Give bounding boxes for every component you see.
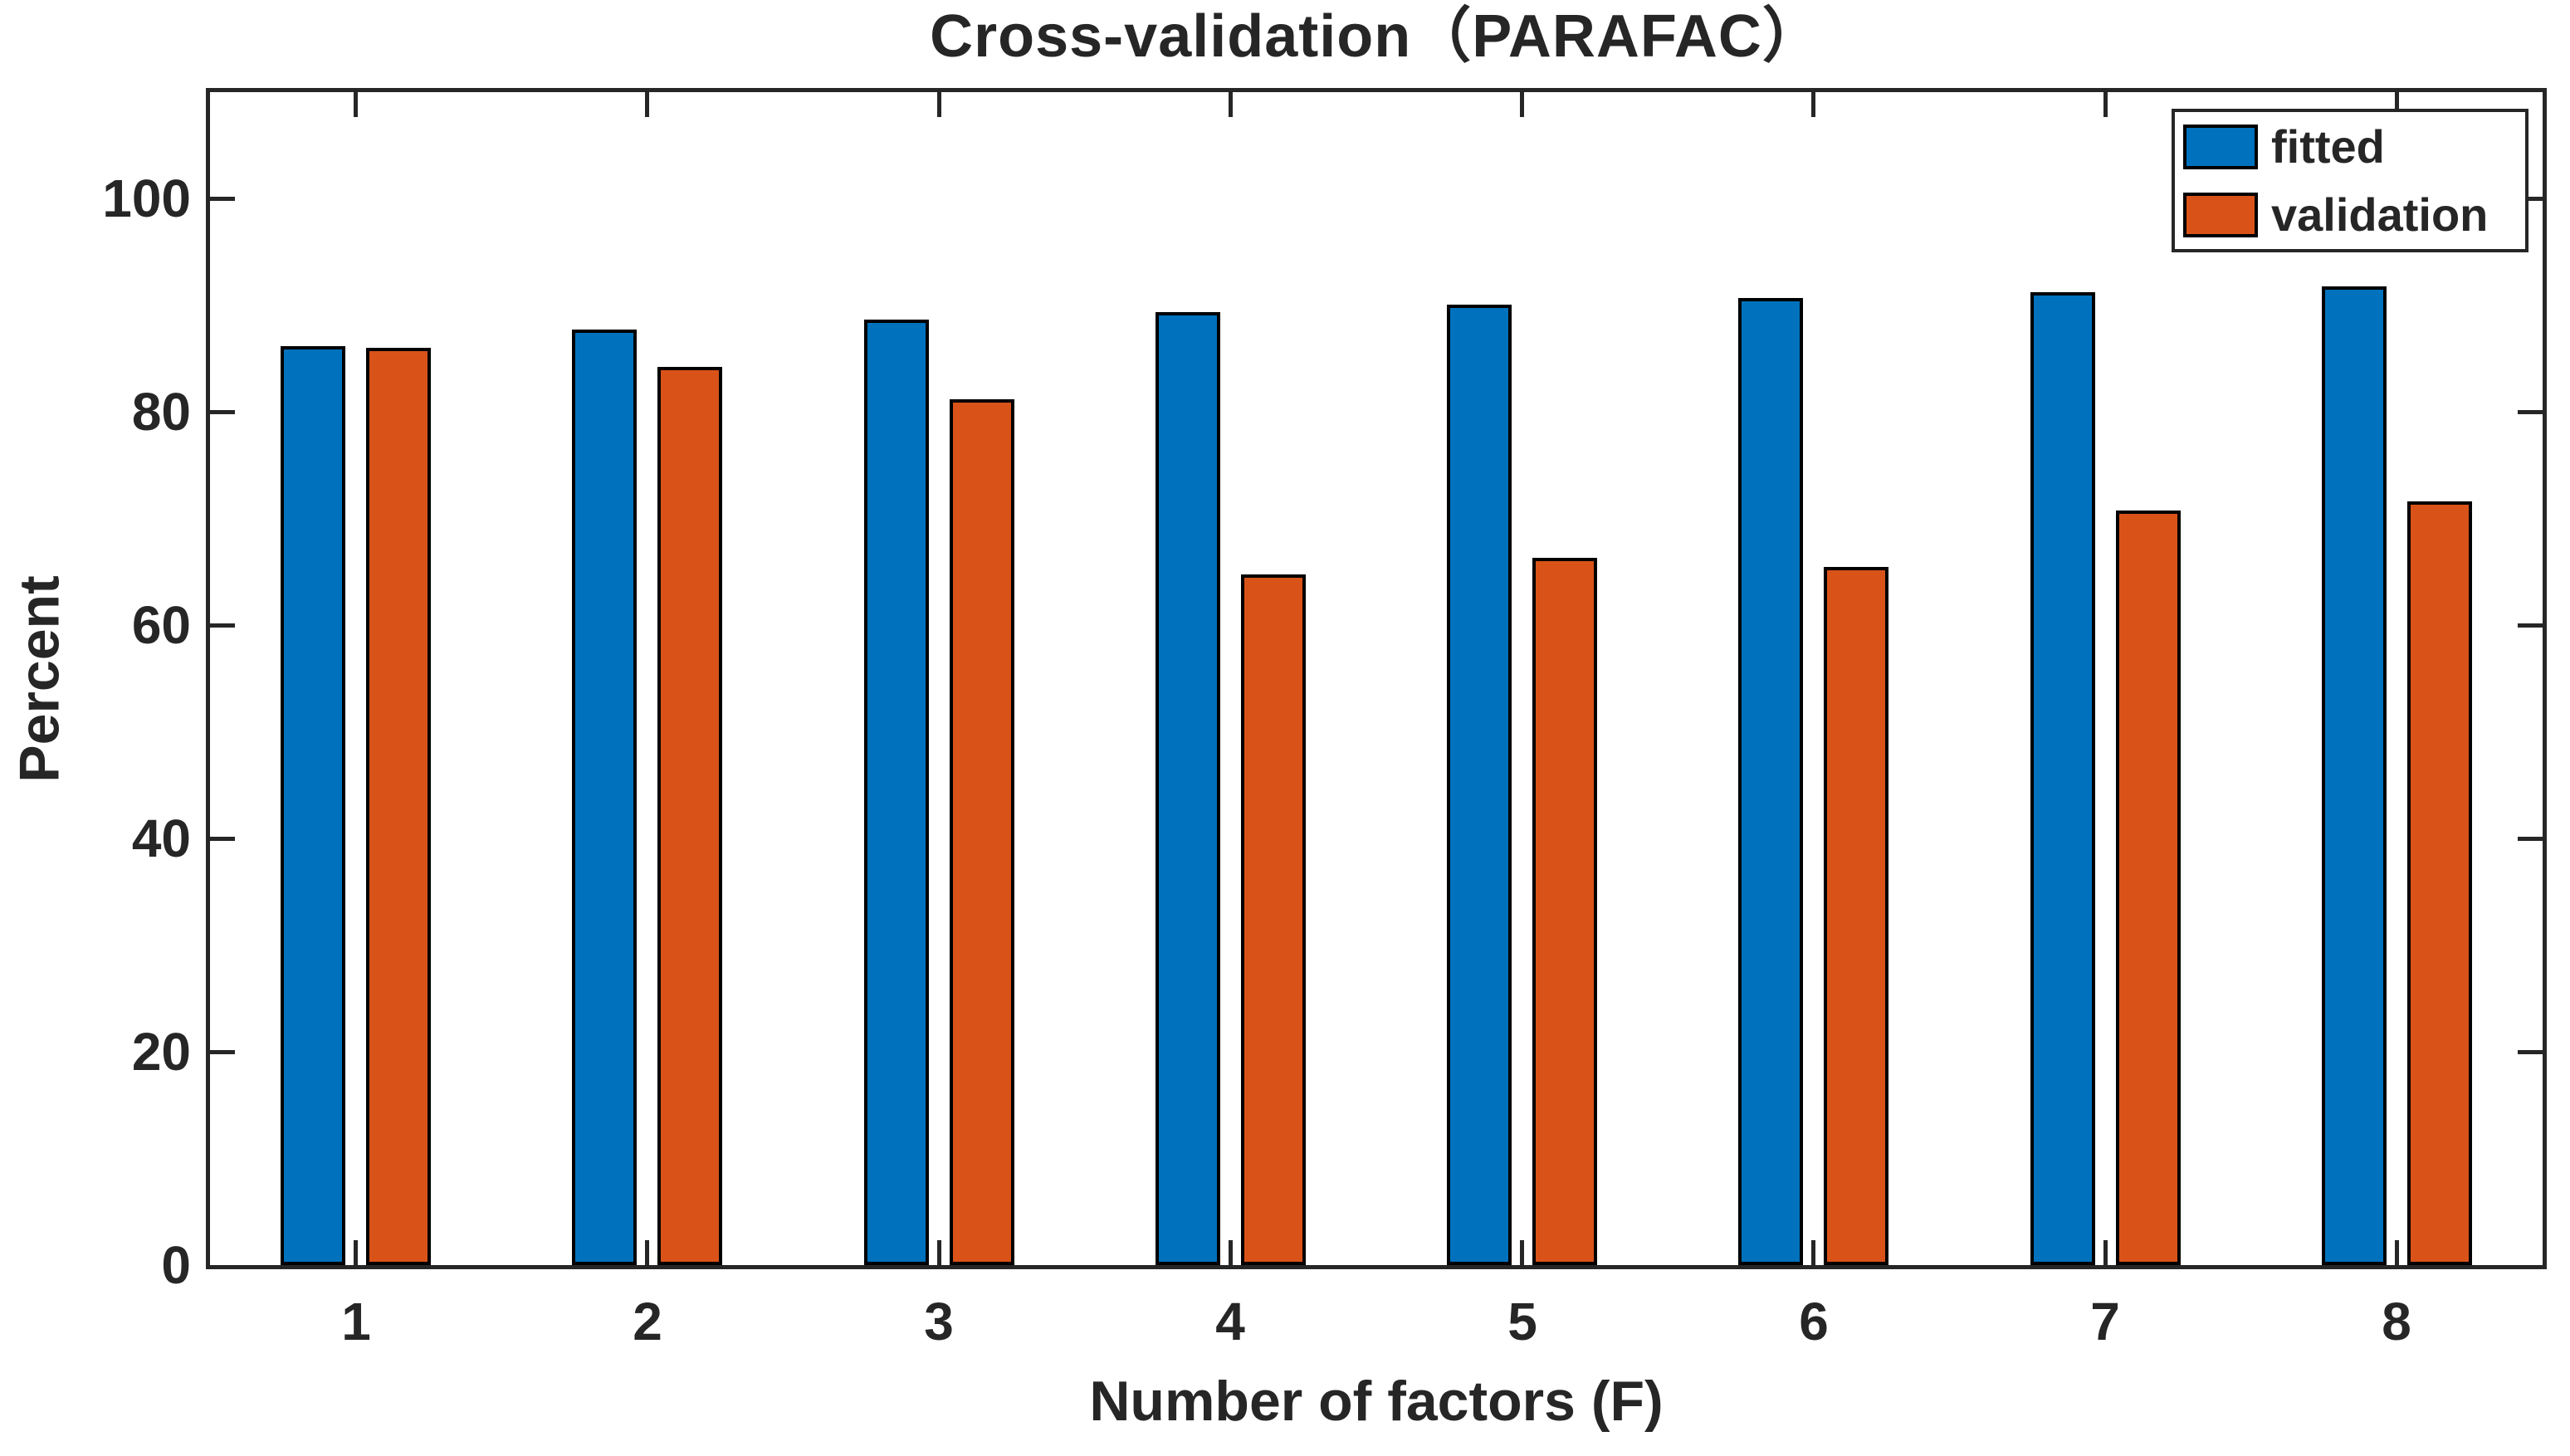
- legend-swatch-fitted: [2183, 124, 2258, 169]
- y-axis-label: Percent: [8, 574, 71, 783]
- bar-fitted-4: [1156, 312, 1220, 1265]
- legend-label-fitted: fitted: [2271, 120, 2385, 173]
- x-tick-label-6: 6: [1799, 1292, 1829, 1351]
- x-tick-top-2: [645, 92, 649, 117]
- bar-validation-4: [1241, 574, 1306, 1265]
- legend-box: fitted validation: [2172, 109, 2528, 252]
- x-tick-label-1: 1: [341, 1292, 371, 1351]
- legend-item-validation: validation: [2183, 188, 2525, 241]
- x-tick-top-8: [2395, 92, 2399, 117]
- chart-title: Cross-validation（PARAFAC）: [930, 3, 1823, 70]
- y-tick-left-100: [210, 197, 235, 201]
- x-tick-top-3: [937, 92, 941, 117]
- x-tick-label-8: 8: [2382, 1292, 2411, 1351]
- x-tick-label-5: 5: [1507, 1292, 1537, 1351]
- bar-fitted-2: [572, 330, 637, 1265]
- y-tick-left-60: [210, 623, 235, 628]
- x-tick-bottom-3: [937, 1240, 941, 1265]
- x-tick-bottom-4: [1229, 1240, 1233, 1265]
- y-tick-right-40: [2518, 837, 2543, 841]
- x-tick-bottom-8: [2395, 1240, 2399, 1265]
- x-tick-top-6: [1811, 92, 1815, 117]
- bar-validation-3: [950, 399, 1014, 1265]
- x-axis-label: Number of factors (F): [1089, 1370, 1664, 1433]
- x-tick-bottom-6: [1811, 1240, 1815, 1265]
- x-tick-label-7: 7: [2090, 1292, 2120, 1351]
- y-tick-left-80: [210, 410, 235, 414]
- bar-validation-5: [1532, 558, 1597, 1265]
- bar-validation-2: [657, 367, 722, 1265]
- y-tick-right-100: [2518, 197, 2543, 201]
- y-tick-right-80: [2518, 410, 2543, 414]
- x-tick-top-4: [1229, 92, 1233, 117]
- bar-fitted-7: [2030, 292, 2095, 1265]
- legend-label-validation: validation: [2271, 188, 2489, 241]
- x-tick-top-1: [354, 92, 358, 117]
- x-tick-bottom-1: [354, 1240, 358, 1265]
- bar-fitted-3: [864, 320, 929, 1265]
- y-tick-right-60: [2518, 623, 2543, 628]
- plot-area: [206, 88, 2547, 1269]
- legend-item-fitted: fitted: [2183, 120, 2525, 173]
- legend-swatch-validation: [2183, 192, 2258, 237]
- x-tick-label-4: 4: [1215, 1292, 1245, 1351]
- x-tick-top-7: [2103, 92, 2108, 117]
- bar-fitted-6: [1738, 298, 1803, 1265]
- x-tick-bottom-2: [645, 1240, 649, 1265]
- bar-fitted-8: [2322, 286, 2387, 1265]
- x-tick-bottom-7: [2103, 1240, 2108, 1265]
- y-tick-left-40: [210, 837, 235, 841]
- y-tick-right-20: [2518, 1050, 2543, 1054]
- bar-validation-8: [2407, 501, 2472, 1265]
- x-tick-top-5: [1520, 92, 1524, 117]
- y-axis-label-container: Percent: [0, 88, 90, 1269]
- bar-validation-7: [2116, 511, 2181, 1265]
- bar-fitted-5: [1447, 305, 1512, 1265]
- y-tick-left-20: [210, 1050, 235, 1054]
- bar-fitted-1: [281, 346, 345, 1265]
- x-tick-label-3: 3: [924, 1292, 954, 1351]
- x-tick-bottom-5: [1520, 1240, 1524, 1265]
- bar-validation-1: [366, 348, 431, 1265]
- x-tick-label-2: 2: [633, 1292, 662, 1351]
- bar-validation-6: [1824, 567, 1888, 1265]
